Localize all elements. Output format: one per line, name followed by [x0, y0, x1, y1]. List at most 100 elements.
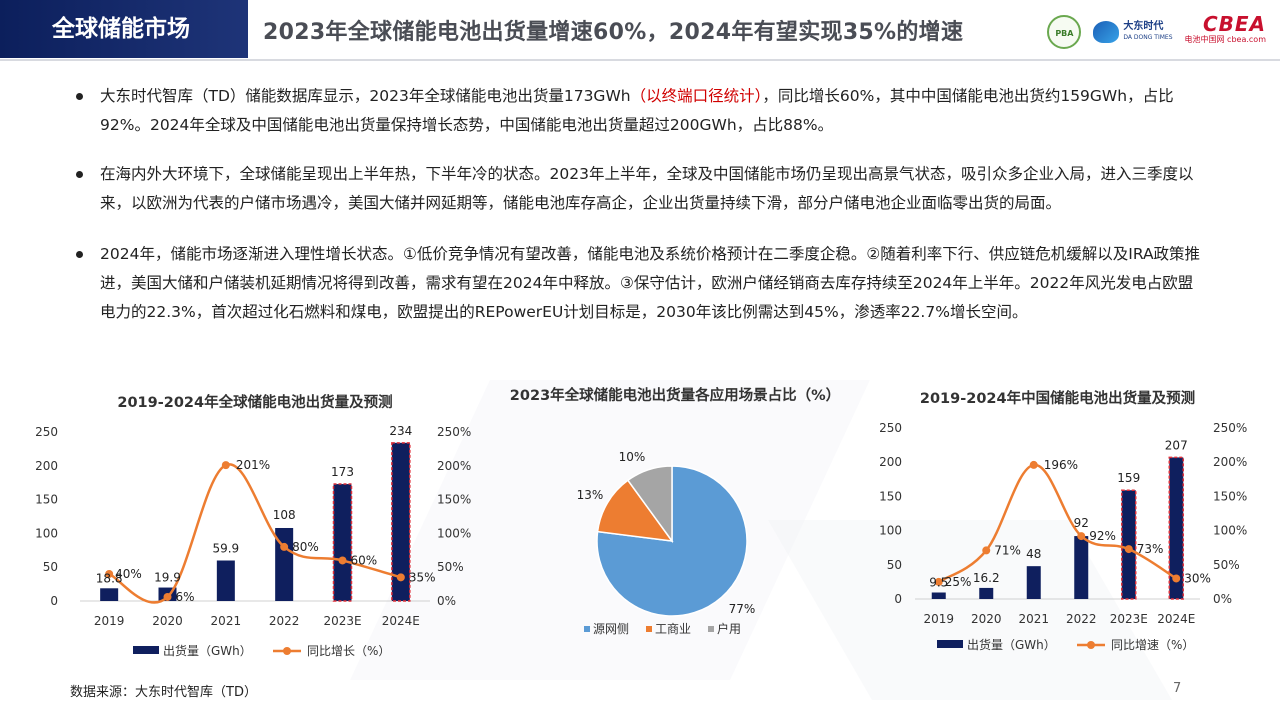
bar	[100, 588, 119, 601]
bar-value-label: 48	[1026, 547, 1041, 561]
bullet-highlight: （以终端口径统计）	[630, 87, 763, 105]
legend-bar-swatch	[937, 640, 963, 648]
y-left-tick-label: 150	[879, 489, 902, 503]
bar	[1121, 489, 1137, 600]
growth-value-label: 73%	[1137, 542, 1164, 556]
y-left-tick-label: 100	[879, 524, 902, 538]
bar-value-label: 159	[1117, 471, 1140, 485]
page-number: 7	[1173, 681, 1182, 696]
bullet-text: 在海内外大环境下，全球储能呈现出上半年热，下半年冷的状态。2023年上半年，全球…	[100, 165, 1194, 212]
growth-point	[221, 461, 230, 470]
x-tick-label: 2024E	[382, 614, 420, 628]
global-shipment-chart: 2019-2024年全球储能电池出货量及预测 0 50 100 150 200 250 0% 5…	[35, 393, 471, 658]
y-right-tick-label: 100%	[1213, 524, 1247, 538]
growth-point	[1124, 545, 1133, 554]
x-tick-label: 2022	[1066, 612, 1097, 626]
pie-slice	[626, 465, 673, 544]
y-right-tick-label: 50%	[437, 560, 464, 574]
x-tick-label: 2019	[923, 612, 954, 626]
td-logo-name: 大东时代	[1123, 21, 1164, 32]
bar-value-label: 9.5	[929, 576, 948, 590]
bar-value-label: 92	[1074, 516, 1089, 530]
pie-value-label: 10%	[619, 450, 646, 464]
legend-bar-label: 出货量（GWh）	[967, 637, 1056, 652]
growth-point	[396, 573, 405, 582]
growth-value-label: 60%	[351, 553, 378, 567]
slide-title: 2023年全球储能电池出货量增速60%，2024年有望实现35%的增速	[263, 20, 964, 45]
y-left-tick-label: 50	[43, 560, 58, 574]
growth-value-label: 25%	[945, 575, 972, 589]
bullet-text: ，同比增长60%，其中中国储能电池出货约159GWh，占比92%。2024年全球…	[100, 87, 1174, 134]
bar	[1026, 566, 1041, 599]
y-right-tick-label: 250%	[437, 425, 471, 439]
application-share-pie-chart: 2023年全球储能电池出货量各应用场景占比（%） 77% 13% 10% 源网侧 工商业 户…	[510, 386, 840, 636]
bullet-item: 大东时代智库（TD）储能数据库显示，2023年全球储能电池出货量173GWh（以…	[74, 82, 1204, 140]
section-tab: 全球储能市场	[0, 0, 248, 58]
growth-value-label: 30%	[1184, 571, 1211, 585]
legend-label: 户用	[717, 621, 741, 636]
bar-value-label: 108	[273, 508, 296, 522]
growth-point	[1077, 532, 1086, 541]
legend-swatch	[646, 626, 652, 632]
bar-value-label: 173	[331, 465, 354, 479]
bar	[931, 592, 946, 599]
cbea-logo: CBEA 电池中国网 cbea.com	[1185, 14, 1266, 47]
y-right-tick-label: 0%	[437, 594, 456, 608]
growth-value-label: 40%	[115, 567, 142, 581]
bar-value-label: 19.9	[154, 571, 181, 585]
legend-line-label: 同比增速（%）	[1111, 638, 1194, 652]
slide-header: 全球储能市场 2023年全球储能电池出货量增速60%，2024年有望实现35%的…	[0, 0, 1280, 62]
growth-point	[105, 569, 114, 578]
growth-value-label: 35%	[409, 570, 436, 584]
legend-label: 源网侧	[593, 622, 629, 636]
data-source-note: 数据来源：大东时代智库（TD）	[70, 685, 257, 700]
growth-point	[1029, 460, 1038, 469]
y-right-tick-label: 50%	[1213, 558, 1240, 572]
y-right-tick-label: 0%	[1213, 592, 1232, 606]
growth-value-label: 71%	[994, 543, 1021, 557]
x-tick-label: 2021	[1018, 612, 1049, 626]
bullet-text: 大东时代智库（TD）储能数据库显示，2023年全球储能电池出货量173GWh	[100, 87, 631, 105]
growth-line	[108, 463, 402, 604]
y-left-tick-label: 200	[35, 459, 58, 473]
legend-swatch	[708, 626, 714, 632]
bar	[979, 587, 994, 599]
x-tick-label: 2020	[152, 614, 183, 628]
y-left-tick-label: 50	[887, 558, 902, 572]
growth-point	[1172, 574, 1181, 583]
x-tick-label: 2021	[211, 614, 242, 628]
legend-label: 工商业	[655, 621, 691, 636]
header-divider	[0, 59, 1280, 61]
pie-slice	[596, 479, 674, 542]
legend-line-marker	[1087, 641, 1095, 649]
y-left-tick-label: 250	[879, 421, 902, 435]
growth-line	[938, 463, 1177, 583]
y-left-tick-label: 0	[894, 592, 902, 606]
growth-value-label: 80%	[292, 540, 319, 554]
y-left-tick-label: 150	[35, 493, 58, 507]
y-left-tick-label: 100	[35, 526, 58, 540]
y-left-tick-label: 200	[879, 455, 902, 469]
legend-line-label: 同比增长（%）	[307, 644, 390, 658]
x-tick-label: 2024E	[1157, 612, 1195, 626]
growth-point	[934, 577, 943, 586]
x-tick-label: 2019	[94, 614, 125, 628]
chart-title: 2023年全球储能电池出货量各应用场景占比（%）	[510, 386, 840, 404]
growth-point	[163, 592, 172, 601]
legend-swatch	[584, 626, 590, 632]
chart-title: 2019-2024年中国储能电池出货量及预测	[920, 389, 1195, 407]
y-right-tick-label: 150%	[437, 493, 471, 507]
legend-bar-swatch	[133, 646, 159, 654]
x-tick-label: 2020	[971, 612, 1002, 626]
pie-slice	[596, 465, 748, 617]
y-right-tick-label: 150%	[1213, 489, 1247, 503]
growth-point	[982, 546, 991, 555]
bar	[1074, 536, 1089, 599]
y-right-tick-label: 250%	[1213, 421, 1247, 435]
bar-value-label: 59.9	[212, 542, 239, 556]
growth-value-label: 92%	[1089, 529, 1116, 543]
y-left-tick-label: 0	[50, 594, 58, 608]
bullet-list: 大东时代智库（TD）储能数据库显示，2023年全球储能电池出货量173GWh（以…	[74, 82, 1204, 349]
bar-value-label: 18.8	[96, 571, 123, 585]
y-right-tick-label: 200%	[437, 459, 471, 473]
